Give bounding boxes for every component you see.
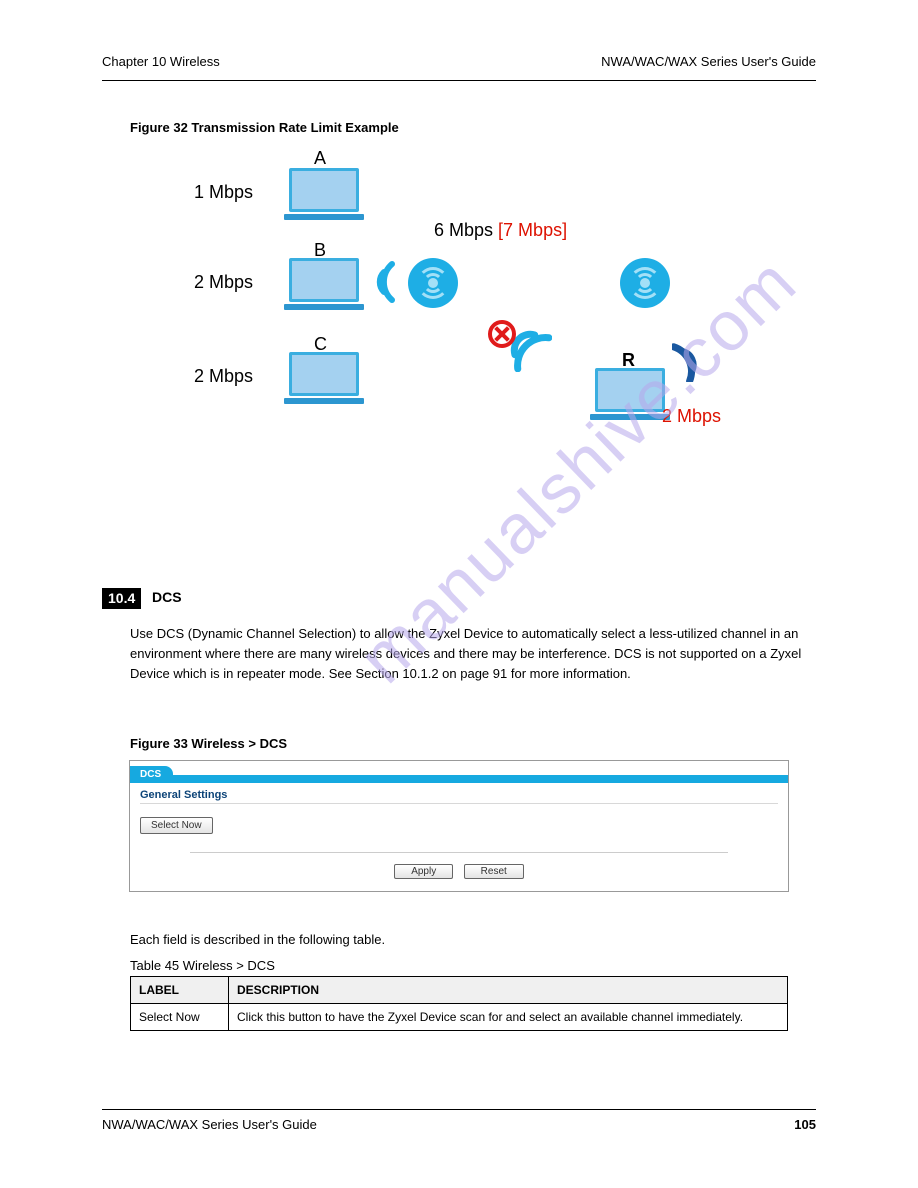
- section-number: 10.4: [102, 588, 141, 609]
- ap-right-icon: [620, 258, 670, 308]
- figure-33-title: Figure 33 Wireless > DCS: [130, 736, 287, 751]
- section-title: DCS: [152, 589, 182, 605]
- total-main: 6 Mbps: [434, 220, 493, 240]
- laptop-r-rate: 2 Mbps: [662, 406, 721, 427]
- reset-button[interactable]: Reset: [464, 864, 524, 879]
- table-45: LABEL DESCRIPTION Select Now Click this …: [130, 976, 788, 1031]
- figure-32-title: Figure 32 Transmission Rate Limit Exampl…: [130, 120, 399, 135]
- total-rate: 6 Mbps [7 Mbps]: [434, 220, 567, 241]
- header-rule: [102, 80, 816, 81]
- dcs-tab[interactable]: DCS: [130, 766, 173, 783]
- table-header-row: LABEL DESCRIPTION: [131, 977, 788, 1004]
- laptop-a: [284, 168, 364, 228]
- dcs-paragraph: Use DCS (Dynamic Channel Selection) to a…: [130, 624, 816, 684]
- th-label: LABEL: [131, 977, 229, 1004]
- ap-left-icon: [408, 258, 458, 308]
- general-settings-heading: General Settings: [140, 789, 778, 804]
- laptop-b-rate: 2 Mbps: [194, 272, 253, 293]
- blocked-icon: [488, 320, 516, 348]
- laptop-c: [284, 352, 364, 412]
- table-caption-prefix: Each field is described in the following…: [130, 930, 385, 950]
- laptop-a-label: A: [314, 148, 326, 169]
- laptop-r: [590, 368, 670, 428]
- footer-product: NWA/WAC/WAX Series User's Guide: [102, 1117, 317, 1132]
- diagram-rate-limit: A 1 Mbps B 2 Mbps C 2 Mbps: [144, 150, 744, 510]
- cell-label-0: Select Now: [131, 1004, 229, 1031]
- footer-rule: [102, 1109, 816, 1110]
- th-description: DESCRIPTION: [229, 977, 788, 1004]
- header-chapter: Chapter 10 Wireless: [102, 54, 220, 69]
- wifi-arcs-r: [672, 334, 712, 382]
- select-now-button[interactable]: Select Now: [140, 817, 213, 834]
- apply-button[interactable]: Apply: [394, 864, 453, 879]
- laptop-b: [284, 258, 364, 318]
- laptop-c-rate: 2 Mbps: [194, 366, 253, 387]
- cell-desc-0: Click this button to have the Zyxel Devi…: [229, 1004, 788, 1031]
- wifi-arcs-b: [370, 260, 400, 304]
- table-row: Select Now Click this button to have the…: [131, 1004, 788, 1031]
- header-product: NWA/WAC/WAX Series User's Guide: [601, 54, 816, 69]
- page-number: 105: [794, 1117, 816, 1132]
- laptop-a-rate: 1 Mbps: [194, 182, 253, 203]
- panel-bar: [173, 775, 788, 783]
- table-45-caption: Table 45 Wireless > DCS: [130, 958, 275, 973]
- dcs-panel: DCS General Settings Select Now Apply Re…: [129, 760, 789, 892]
- total-bracket: [7 Mbps]: [498, 220, 567, 240]
